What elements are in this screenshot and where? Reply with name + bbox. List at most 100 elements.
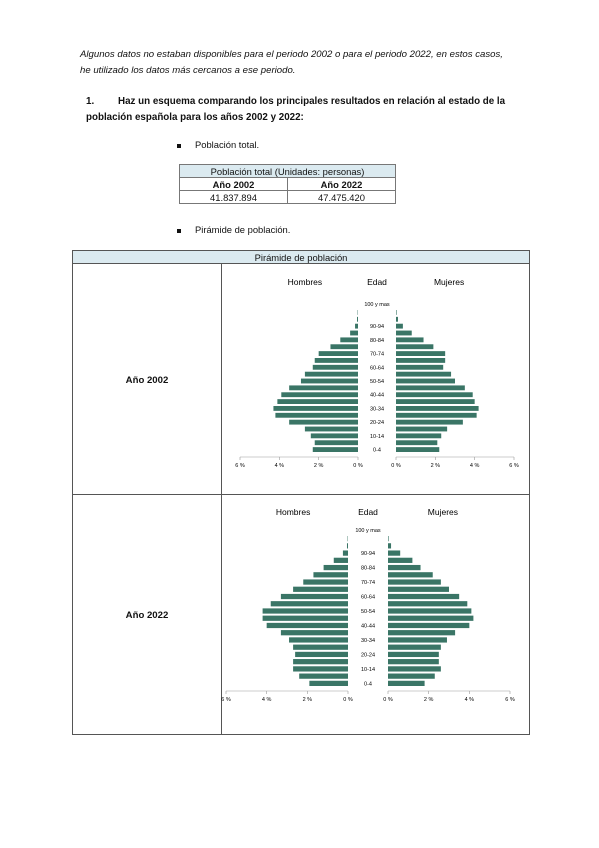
x-tick-label-left: 6 % [221, 697, 231, 703]
bar-hombres-40-44 [266, 622, 348, 629]
bar-hombres-80-84 [323, 564, 348, 571]
question-number: 1. [86, 96, 95, 107]
bar-mujeres-0-4 [388, 680, 425, 686]
bar-hombres-55-59 [304, 371, 358, 377]
bar-hombres-45-49 [262, 615, 348, 621]
age-label: 20-24 [370, 420, 384, 426]
bar-hombres-10-14 [293, 666, 348, 672]
bar-hombres-15-19 [293, 659, 348, 665]
bar-hombres-80-84 [340, 337, 358, 343]
x-tick-label-right: 6 % [509, 463, 519, 469]
row-label-2002: Año 2002 [125, 375, 169, 386]
bar-mujeres-95-99 [396, 316, 398, 322]
bar-mujeres-85-89 [396, 330, 412, 336]
bar-hombres-5-9 [299, 673, 348, 679]
bar-mujeres-65-69 [396, 358, 446, 363]
x-tick-label-left: 4 % [275, 463, 285, 469]
bar-hombres-85-89 [350, 330, 358, 336]
bar-mujeres-55-59 [396, 371, 452, 377]
bar-hombres-40-44 [281, 392, 358, 398]
bar-hombres-30-34 [273, 406, 358, 411]
bullet-label: Población total. [195, 139, 260, 150]
bar-hombres-95-99 [357, 316, 358, 322]
pyramid-table-title: Pirámide de población [73, 251, 529, 264]
intro-note: Algunos datos no estaban disponibles par… [80, 49, 503, 76]
chart-right-title: Mujeres [428, 507, 458, 517]
bar-mujeres-10-14 [396, 433, 442, 439]
x-tick-label-left: 2 % [314, 463, 324, 469]
bar-mujeres-15-19 [388, 659, 439, 665]
age-label: 40-44 [370, 393, 384, 399]
age-label: 80-84 [370, 338, 384, 344]
age-label: 60-64 [361, 595, 375, 601]
chart-right-title: Mujeres [434, 277, 464, 287]
bar-hombres-50-54 [300, 378, 358, 384]
age-label-top: 100 y mas [364, 302, 390, 308]
bar-mujeres-55-59 [388, 601, 468, 607]
bar-hombres-20-24 [295, 651, 348, 658]
age-label: 50-54 [361, 609, 375, 615]
bar-mujeres-45-49 [388, 615, 474, 621]
bar-hombres-5-9 [314, 440, 358, 446]
bar-mujeres-40-44 [388, 622, 470, 629]
x-tick-label-right: 4 % [470, 463, 480, 469]
x-tick-label-left: 4 % [262, 697, 272, 703]
bar-mujeres-45-49 [396, 385, 465, 391]
age-label: 60-64 [370, 365, 384, 371]
bar-hombres-50-54 [262, 608, 348, 614]
age-label: 50-54 [370, 379, 384, 385]
age-label: 70-74 [361, 580, 375, 586]
bar-mujeres-100+ [388, 536, 389, 542]
bullet-label: Pirámide de población. [195, 224, 291, 235]
bar-mujeres-65-69 [388, 586, 449, 592]
x-tick-label-right: 6 % [505, 697, 515, 703]
bar-hombres-75-79 [313, 572, 348, 578]
header-2002: Año 2002 [179, 177, 288, 191]
bar-mujeres-95-99 [388, 543, 392, 549]
age-label: 70-74 [370, 352, 384, 358]
value-2022: 47.475.420 [287, 190, 396, 204]
bar-hombres-0-4 [309, 680, 348, 686]
x-tick-label-left: 6 % [235, 463, 245, 469]
population-table-title: Población total (Unidades: personas) [179, 164, 396, 178]
bar-hombres-65-69 [293, 586, 348, 592]
x-tick-label-right: 2 % [431, 463, 441, 469]
bar-hombres-35-39 [277, 399, 358, 404]
pyramid-chart-2022: Hombres Edad Mujeres 100 y mas 90-94 80-84 70-… [221, 507, 515, 703]
bar-mujeres-30-34 [396, 406, 479, 411]
bar-hombres-60-64 [280, 593, 348, 600]
bar-hombres-60-64 [312, 364, 358, 370]
bar-mujeres-5-9 [388, 673, 435, 679]
bar-mujeres-90-94 [388, 550, 401, 556]
x-tick-label-right: 4 % [465, 697, 475, 703]
bar-hombres-35-39 [280, 630, 348, 636]
bar-mujeres-35-39 [388, 630, 456, 636]
x-tick-label-right: 2 % [424, 697, 434, 703]
bar-hombres-25-29 [293, 644, 348, 650]
bar-mujeres-40-44 [396, 392, 473, 398]
bar-mujeres-50-54 [388, 608, 472, 614]
pyramid-chart-2002: Hombres Edad Mujeres 100 y mas 90-94 80-84 70-… [235, 277, 519, 469]
age-label: 30-34 [361, 638, 375, 644]
bar-hombres-55-59 [270, 601, 348, 607]
bar-hombres-0-4 [312, 447, 358, 452]
bar-hombres-15-19 [304, 426, 358, 432]
question-1: 1. Haz un esquema comparando los principa… [86, 94, 526, 126]
age-label: 0-4 [364, 681, 372, 687]
bar-hombres-95-99 [346, 543, 348, 549]
x-tick-label-left: 0 % [343, 697, 353, 703]
bar-mujeres-80-84 [396, 337, 424, 343]
header-2022: Año 2022 [287, 177, 396, 191]
pyramid-table: Pirámide de población Año 2002 Año 2022 … [72, 250, 530, 735]
x-tick-label-right: 0 % [391, 463, 401, 469]
row-label-2022: Año 2022 [125, 610, 169, 621]
bar-hombres-70-74 [318, 351, 358, 356]
bar-hombres-90-94 [342, 550, 348, 556]
age-label: 80-84 [361, 566, 375, 572]
row-divider [73, 494, 529, 495]
bar-hombres-70-74 [303, 579, 348, 585]
question-text: Haz un esquema comparando los principale… [86, 96, 506, 123]
x-tick-label-right: 0 % [383, 697, 393, 703]
age-label: 90-94 [370, 324, 384, 330]
age-label: 30-34 [370, 406, 384, 412]
